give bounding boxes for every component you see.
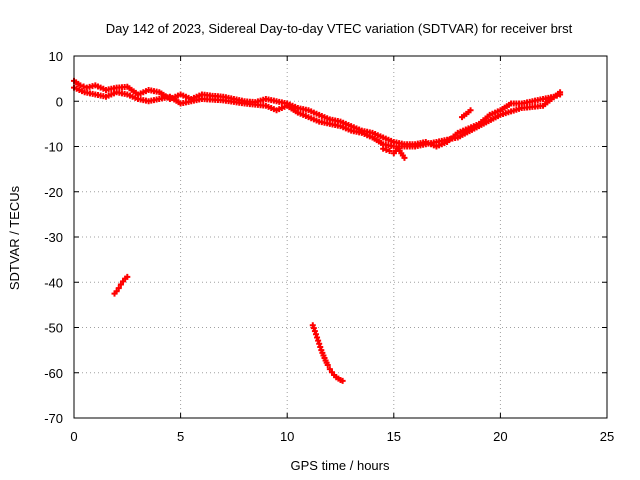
y-tick-label: -40 — [44, 275, 63, 290]
data-point — [380, 145, 387, 152]
data-point — [467, 107, 474, 114]
y-tick-label: -10 — [44, 140, 63, 155]
y-tick-label: 0 — [56, 94, 63, 109]
data-point — [113, 288, 120, 295]
data-point — [312, 331, 319, 338]
y-tick-label: -20 — [44, 185, 63, 200]
data-point — [311, 328, 318, 335]
x-tick-labels: 0 5 10 15 20 25 — [70, 429, 614, 444]
ticks — [73, 55, 608, 419]
data-point — [383, 146, 390, 153]
series-arc-near-11-12-6h — [309, 322, 346, 384]
data-point — [386, 148, 393, 155]
x-tick-label: 20 — [493, 429, 507, 444]
data-point — [326, 366, 333, 373]
data-point — [77, 82, 84, 89]
data-point — [115, 285, 122, 292]
series-arc-near-2h — [111, 273, 131, 297]
data-point — [314, 334, 321, 341]
y-tick-label: -50 — [44, 321, 63, 336]
series-dip-near-15h — [380, 145, 408, 161]
x-tick-label: 25 — [600, 429, 614, 444]
data-point — [117, 281, 124, 288]
y-tick-label: -70 — [44, 411, 63, 426]
data-point — [80, 83, 87, 90]
data-point — [315, 337, 322, 344]
x-axis-label: GPS time / hours — [291, 458, 390, 473]
series-main-band — [71, 77, 564, 150]
data-point — [401, 154, 408, 161]
data-point — [317, 343, 324, 350]
x-tick-label: 0 — [70, 429, 77, 444]
x-tick-label: 10 — [280, 429, 294, 444]
data-point — [316, 340, 323, 347]
plot-points — [71, 77, 564, 384]
y-tick-label: -60 — [44, 366, 63, 381]
series-short-arc-near-18-5h — [459, 107, 474, 121]
x-tick-label: 15 — [387, 429, 401, 444]
data-point — [124, 273, 131, 280]
data-point — [557, 89, 564, 96]
y-tick-label: 10 — [49, 49, 63, 64]
chart-title: Day 142 of 2023, Sidereal Day-to-day VTE… — [106, 21, 573, 36]
data-point — [324, 362, 331, 369]
series-secondary-band — [71, 84, 564, 150]
y-axis-label: SDTVAR / TECUs — [7, 185, 22, 290]
y-tick-labels: 10 0 -10 -20 -30 -40 -50 -60 -70 — [44, 49, 63, 426]
y-tick-label: -30 — [44, 230, 63, 245]
data-point — [339, 377, 346, 384]
x-tick-label: 5 — [177, 429, 184, 444]
